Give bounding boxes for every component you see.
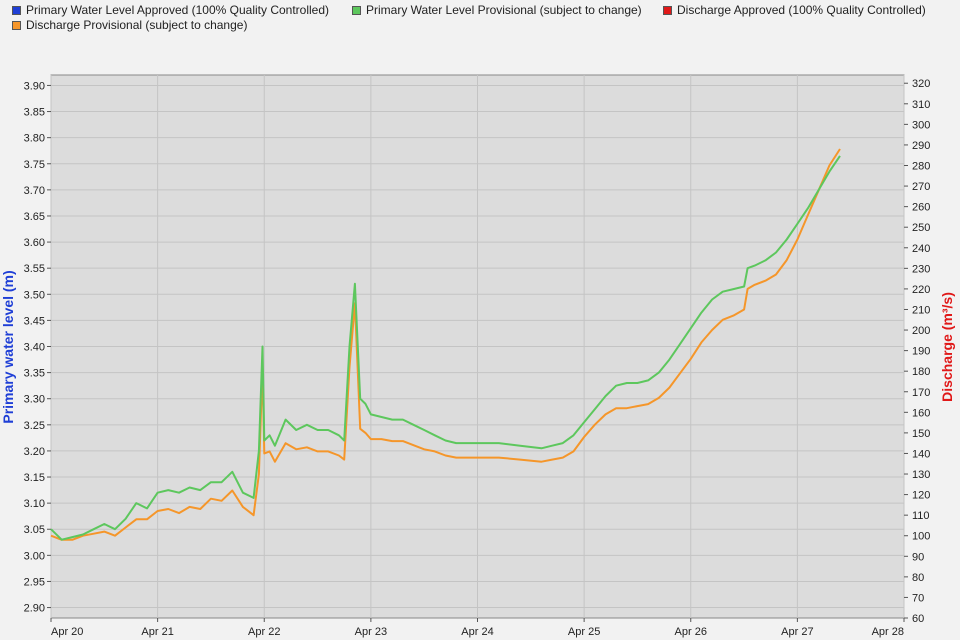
right-tick-label: 140 (912, 448, 930, 460)
left-tick-label: 3.10 (24, 498, 45, 510)
left-tick-label: 3.45 (24, 315, 45, 327)
left-tick-label: 3.00 (24, 550, 45, 562)
legend-swatch-discharge-approved (663, 5, 672, 15)
left-tick-label: 3.55 (24, 263, 45, 275)
x-tick-label: Apr 23 (355, 626, 387, 638)
right-tick-label: 250 (912, 222, 930, 234)
left-tick-label: 2.90 (24, 603, 45, 615)
right-tick-label: 200 (912, 325, 930, 337)
left-tick-label: 3.75 (24, 159, 45, 171)
right-tick-label: 110 (912, 510, 930, 522)
left-tick-label: 3.50 (24, 289, 45, 301)
left-tick-label: 3.15 (24, 472, 45, 484)
legend-label-discharge-provisional: Discharge Provisional (subject to change… (26, 18, 248, 32)
legend-item-water-level-provisional[interactable]: Primary Water Level Provisional (subject… (352, 3, 642, 17)
right-tick-label: 240 (912, 243, 930, 255)
right-tick-label: 260 (912, 202, 930, 214)
series-water-level-provisional (50, 155, 841, 541)
right-tick-label: 210 (912, 304, 930, 316)
right-tick-label: 180 (912, 366, 930, 378)
legend: Primary Water Level Approved (100% Quali… (12, 3, 952, 37)
left-axis-title: Primary water level (m) (0, 270, 16, 423)
x-axis: Apr 20 Apr 21 Apr 22 Apr 23 Apr 24 Apr 25 Apr … (50, 618, 905, 638)
right-axis-title: Discharge (m³/s) (939, 292, 955, 402)
x-tick-label: Apr 24 (461, 626, 493, 638)
right-tick-label: 150 (912, 428, 930, 440)
x-tick-label: Apr 21 (141, 626, 173, 638)
legend-item-water-level-approved[interactable]: Primary Water Level Approved (100% Quali… (12, 3, 329, 17)
left-tick-label: 2.95 (24, 576, 45, 588)
legend-swatch-water-level-provisional (352, 5, 361, 15)
left-tick-label: 3.35 (24, 368, 45, 380)
x-tick-label: Apr 28 (872, 626, 904, 638)
left-tick-label: 3.40 (24, 342, 45, 354)
x-tick-label: Apr 26 (675, 626, 707, 638)
left-tick-label: 3.65 (24, 211, 45, 223)
right-tick-label: 160 (912, 407, 930, 419)
x-tick-label: Apr 27 (781, 626, 813, 638)
right-axis: 60 70 80 90 100 110 120 130 140 150 160 170 180 190 20… (904, 78, 930, 625)
right-tick-label: 60 (912, 613, 924, 625)
right-tick-label: 130 (912, 469, 930, 481)
right-tick-label: 280 (912, 161, 930, 173)
left-tick-label: 3.05 (24, 524, 45, 536)
legend-swatch-discharge-provisional (12, 20, 21, 30)
series-layer (50, 148, 841, 541)
right-tick-label: 320 (912, 78, 930, 90)
right-tick-label: 270 (912, 181, 930, 193)
legend-label-water-level-approved: Primary Water Level Approved (100% Quali… (26, 3, 330, 17)
left-tick-label: 3.80 (24, 133, 45, 145)
left-tick-label: 3.70 (24, 185, 45, 197)
right-tick-label: 230 (912, 263, 930, 275)
legend-item-discharge-provisional[interactable]: Discharge Provisional (subject to change… (12, 18, 247, 32)
right-tick-label: 190 (912, 346, 930, 358)
x-tick-label: Apr 20 (51, 626, 83, 638)
right-tick-label: 90 (912, 551, 924, 563)
legend-item-discharge-approved[interactable]: Discharge Approved (100% Quality Control… (663, 3, 926, 17)
right-tick-label: 120 (912, 490, 930, 502)
right-tick-label: 300 (912, 119, 930, 131)
right-tick-label: 170 (912, 387, 930, 399)
right-tick-label: 80 (912, 572, 924, 584)
x-tick-label: Apr 25 (568, 626, 600, 638)
left-tick-label: 3.85 (24, 107, 45, 119)
right-tick-label: 70 (912, 592, 924, 604)
legend-swatch-water-level-approved (12, 5, 21, 15)
x-tick-label: Apr 22 (248, 626, 280, 638)
series-discharge-provisional (50, 148, 841, 541)
left-tick-label: 3.25 (24, 420, 45, 432)
right-tick-label: 100 (912, 531, 930, 543)
right-tick-label: 290 (912, 140, 930, 152)
left-tick-label: 3.90 (24, 80, 45, 92)
left-tick-label: 3.30 (24, 394, 45, 406)
legend-label-water-level-provisional: Primary Water Level Provisional (subject… (366, 3, 642, 17)
right-tick-label: 310 (912, 99, 930, 111)
legend-label-discharge-approved: Discharge Approved (100% Quality Control… (677, 3, 926, 17)
left-tick-label: 3.20 (24, 446, 45, 458)
left-axis: 2.90 2.95 3.00 3.05 3.10 3.15 3.20 3.25 3.30 3.35… (24, 80, 51, 615)
right-tick-label: 220 (912, 284, 930, 296)
left-tick-label: 3.60 (24, 237, 45, 249)
